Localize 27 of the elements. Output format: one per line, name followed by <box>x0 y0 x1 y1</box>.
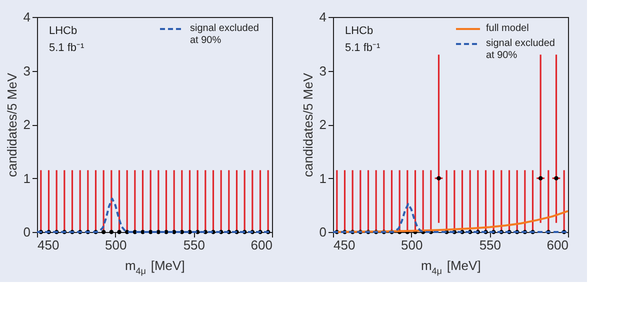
y-tick-label: 0 <box>23 224 30 240</box>
x-tick-label: 600 <box>250 238 272 252</box>
annotation: 5.1 fb⁻¹ <box>49 42 85 54</box>
x-tick-label: 550 <box>183 238 206 252</box>
x-tick-label: 450 <box>334 238 356 252</box>
annotation: LHCb <box>49 25 78 37</box>
legend-label: signal excluded at 90% <box>190 23 259 46</box>
y-tick-label: 1 <box>319 170 326 186</box>
legend-label: signal excluded at 90% <box>486 38 555 61</box>
y-tick-label: 1 <box>23 170 30 186</box>
x-tick-label: 500 <box>104 238 127 252</box>
y-tick-label: 4 <box>319 10 326 24</box>
y-tick-label: 2 <box>23 117 30 132</box>
x-tick-label: 500 <box>400 238 423 252</box>
y-tick-label: 2 <box>319 117 326 132</box>
y-tick-label: 4 <box>23 10 30 24</box>
y-tick-label: 3 <box>319 63 326 78</box>
y-tick-label: 0 <box>319 224 326 240</box>
annotation: LHCb <box>345 25 374 37</box>
legend-label: full model <box>486 23 529 34</box>
y-axis-title: candidates/5 MeV <box>4 72 20 178</box>
x-tick-label: 600 <box>546 238 568 252</box>
y-axis-title: candidates/5 MeV <box>300 72 316 178</box>
x-tick-label: 450 <box>38 238 60 252</box>
y-tick-label: 3 <box>23 63 30 78</box>
annotation: 5.1 fb⁻¹ <box>345 42 381 54</box>
x-tick-label: 550 <box>479 238 502 252</box>
